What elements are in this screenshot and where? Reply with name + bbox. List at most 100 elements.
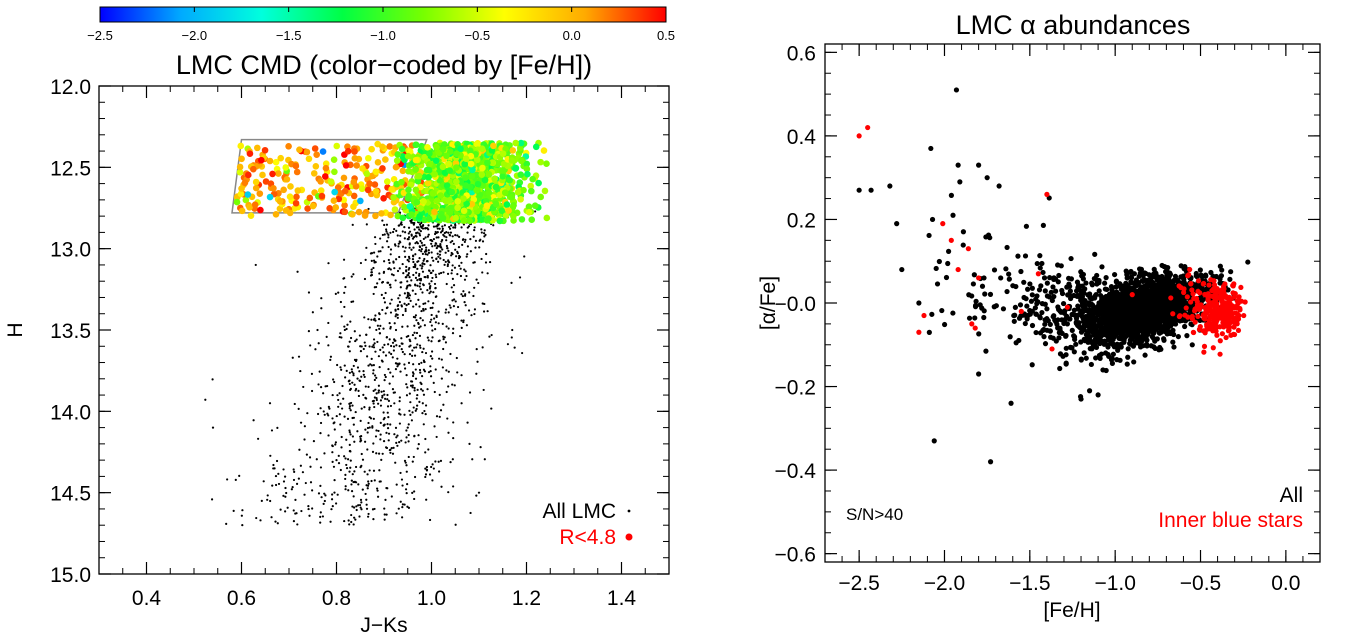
cmd-colored-point	[527, 182, 535, 190]
alpha-point	[1192, 282, 1198, 288]
cmd-point	[293, 470, 296, 473]
cmd-point	[455, 255, 458, 258]
cmd-point	[372, 364, 375, 367]
cmd-colored-point	[244, 191, 252, 198]
cmd-colored-point	[452, 214, 460, 222]
cmd-point	[423, 275, 426, 279]
cmd-point	[406, 258, 409, 262]
cmd-point	[438, 415, 441, 418]
cmd-point	[423, 324, 426, 327]
cmd-point	[445, 231, 448, 234]
cmd-colored-point	[433, 197, 441, 204]
alpha-point	[1039, 309, 1045, 316]
cmd-colored-point	[485, 189, 493, 197]
cmd-point	[401, 516, 404, 519]
cmd-point	[433, 317, 436, 320]
cmd-point	[431, 479, 434, 482]
cmd-point	[397, 307, 400, 311]
alpha-point	[1151, 266, 1157, 272]
cmd-point	[418, 362, 421, 366]
cmd-point	[405, 394, 409, 397]
cmd-point	[292, 468, 295, 471]
cmd-point	[343, 325, 346, 328]
cmd-black-points	[204, 206, 537, 527]
cmd-point	[352, 423, 355, 426]
cmd-point	[380, 390, 383, 393]
cmd-point	[395, 344, 398, 347]
alpha-point	[1120, 298, 1126, 304]
cmd-point	[428, 473, 432, 476]
alpha-point	[1073, 341, 1079, 347]
cmd-point	[461, 238, 465, 242]
cmd-point	[407, 255, 411, 258]
cmd-point	[352, 372, 355, 375]
cmd-point	[400, 348, 403, 351]
cmd-point	[394, 279, 397, 282]
cmd-point	[291, 486, 294, 489]
cmd-point	[349, 336, 353, 340]
alpha-point	[1171, 289, 1177, 295]
alpha-point	[1051, 293, 1057, 300]
cmd-point	[359, 350, 363, 353]
cmd-point	[371, 426, 374, 429]
cmd-point	[308, 514, 311, 517]
cmd-colored-point	[445, 160, 453, 168]
cmd-point	[472, 261, 475, 264]
cmd-point	[354, 518, 357, 521]
cmd-point	[284, 495, 287, 498]
cmd-point	[368, 406, 371, 409]
cmd-point	[426, 227, 429, 230]
cmd-point	[390, 495, 393, 498]
cmd-point	[407, 455, 410, 459]
cmd-point	[424, 467, 427, 470]
alpha-point	[1024, 303, 1030, 309]
cmd-colored-point	[514, 188, 522, 196]
cmd-point	[410, 419, 413, 422]
cmd-colored-point	[306, 194, 314, 202]
cmd-point	[441, 225, 444, 228]
cmd-point	[394, 368, 398, 371]
cmd-point	[445, 236, 448, 239]
alpha-point	[973, 298, 979, 304]
cmd-point	[453, 298, 456, 301]
cmd-point	[447, 431, 450, 434]
cmd-point	[416, 343, 419, 346]
cmd-colored-point	[508, 157, 516, 164]
cmd-point	[370, 259, 373, 262]
alpha-point	[1142, 352, 1148, 358]
alpha-point	[1150, 319, 1156, 325]
alpha-point	[1071, 307, 1077, 313]
cmd-colored-point	[485, 215, 492, 222]
cmd-point	[388, 448, 391, 452]
cmd-colored-point	[468, 200, 476, 208]
cmd-point	[449, 352, 452, 356]
cmd-point	[424, 236, 427, 239]
cmd-colored-point	[485, 170, 493, 178]
cmd-point	[427, 224, 430, 227]
alpha-point	[1179, 297, 1186, 303]
cmd-point	[421, 375, 424, 378]
cmd-point	[420, 241, 423, 244]
cmd-point	[388, 261, 391, 264]
alpha-point	[1110, 351, 1116, 357]
cmd-colored-point	[460, 195, 467, 202]
cmd-point	[426, 260, 429, 263]
cmd-point	[370, 364, 373, 367]
cmd-point	[423, 257, 426, 261]
cmd-point	[510, 336, 513, 339]
cmd-point	[398, 422, 401, 425]
alpha-point	[1227, 276, 1233, 282]
cmd-point	[445, 308, 448, 311]
cmd-point	[466, 226, 469, 229]
cmd-point	[434, 273, 437, 276]
cmd-point	[329, 520, 332, 523]
cmd-point	[384, 291, 387, 295]
cmd-point	[403, 237, 406, 240]
cmd-point	[376, 282, 379, 285]
cmd-point	[384, 354, 388, 357]
cmd-colored-point	[246, 204, 253, 211]
cmd-point	[211, 378, 214, 381]
cmd-point	[423, 243, 426, 247]
cmd-point	[387, 343, 390, 346]
cmd-point	[372, 372, 375, 375]
